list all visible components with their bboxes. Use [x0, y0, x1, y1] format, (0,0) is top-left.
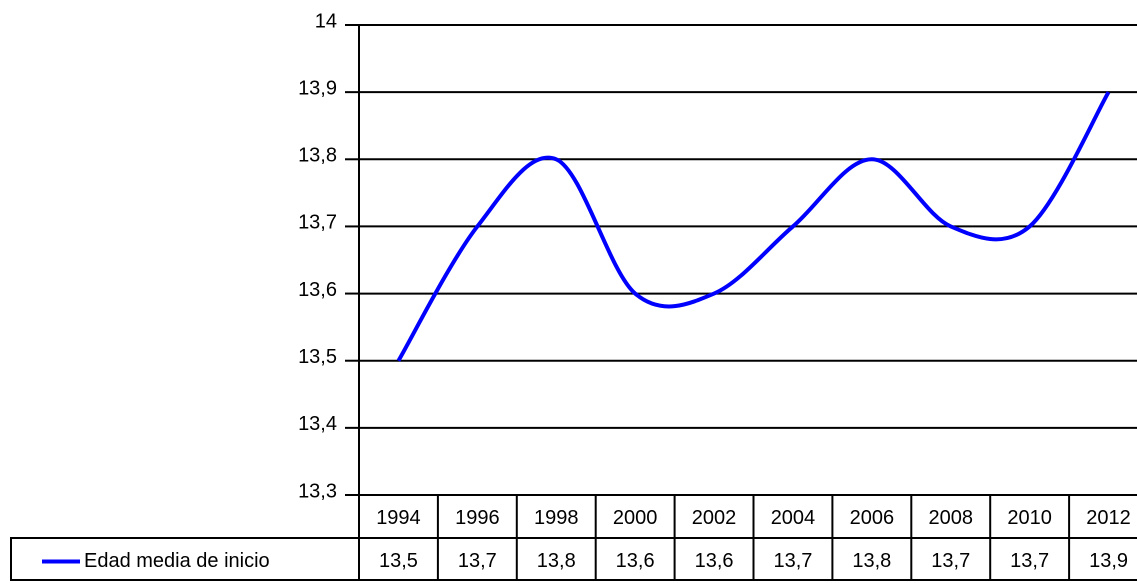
y-tick-label: 14 [315, 10, 337, 32]
y-tick-label: 13,3 [298, 480, 337, 502]
data-label: 13,8 [852, 550, 891, 572]
x-tick-label: 2002 [692, 507, 737, 529]
y-tick-label: 13,9 [298, 77, 337, 99]
data-label: 13,7 [1010, 550, 1049, 572]
line-series [396, 91, 1111, 362]
y-tick-label: 13,7 [298, 212, 337, 234]
data-label: 13,6 [616, 550, 655, 572]
x-tick-label: 2006 [850, 507, 895, 529]
x-tick-label: 2008 [929, 507, 974, 529]
x-tick-label: 2000 [613, 507, 658, 529]
x-tick-label: 1998 [534, 507, 579, 529]
y-tick-label: 13,8 [298, 145, 337, 167]
y-tick-label: 13,6 [298, 279, 337, 301]
x-tick-label: 1994 [376, 507, 421, 529]
x-tick-label: 2004 [771, 507, 816, 529]
data-label: 13,9 [1089, 550, 1128, 572]
data-label: 13,7 [931, 550, 970, 572]
x-tick-label: 2012 [1086, 507, 1131, 529]
data-label: 13,7 [773, 550, 812, 572]
data-label: 13,6 [695, 550, 734, 572]
y-tick-label: 13,4 [298, 413, 337, 435]
data-label: 13,8 [537, 550, 576, 572]
x-tick-label: 1996 [455, 507, 500, 529]
data-label: 13,7 [458, 550, 497, 572]
y-tick-label: 13,5 [298, 346, 337, 368]
x-tick-label: 2010 [1007, 507, 1052, 529]
legend-label: Edad media de inicio [84, 550, 270, 572]
data-label: 13,5 [379, 550, 418, 572]
